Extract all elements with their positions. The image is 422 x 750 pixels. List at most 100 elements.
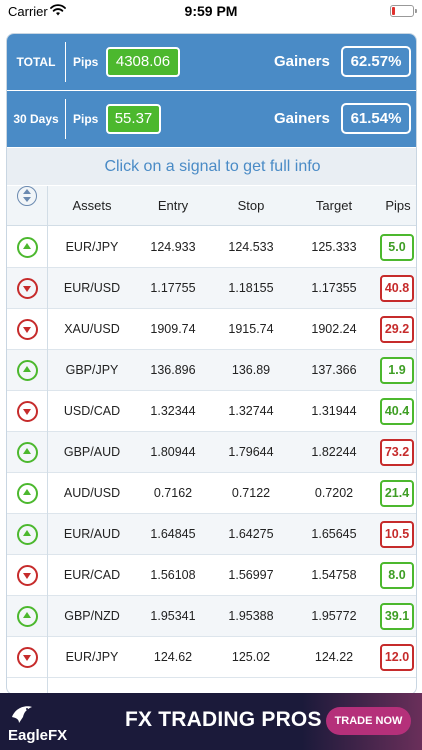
header-assets: Assets — [72, 198, 112, 213]
stop-cell: 1.18155 — [228, 281, 274, 295]
divider — [65, 99, 66, 139]
asset-cell: EUR/CAD — [63, 568, 121, 582]
stop-cell: 1.79644 — [228, 445, 274, 459]
target-cell: 1.82244 — [311, 445, 357, 459]
gainers-label: Gainers — [274, 110, 330, 127]
stop-cell: 1915.74 — [228, 322, 274, 336]
entry-cell: 1909.74 — [150, 322, 196, 336]
asset-cell: AUD/USD — [63, 486, 121, 500]
pips-badge: 8.0 — [380, 562, 414, 589]
arrow-up-circle-icon — [17, 237, 38, 258]
stop-cell: 1.64275 — [228, 527, 274, 541]
wifi-icon — [50, 4, 66, 16]
total-gainers-value: 62.57% — [341, 46, 411, 77]
divider — [65, 42, 66, 82]
target-cell: 1.31944 — [311, 404, 357, 418]
signal-row[interactable]: GBP/JPY 136.896 136.89 137.366 1.9 — [7, 350, 416, 391]
ad-title: FX TRADING PROS — [125, 708, 322, 731]
ad-banner[interactable]: EagleFX FX TRADING PROS TRADE NOW — [0, 693, 422, 750]
entry-cell: 1.56108 — [150, 568, 196, 582]
signal-row[interactable]: AUD/USD 0.7162 0.7122 0.7202 21.4 — [7, 473, 416, 514]
column-divider — [47, 186, 48, 694]
arrow-up-circle-icon — [17, 483, 38, 504]
pips-label: Pips — [73, 55, 99, 69]
asset-cell: USD/CAD — [63, 404, 121, 418]
pips-badge: 40.8 — [380, 275, 414, 302]
target-cell: 1.95772 — [311, 609, 357, 623]
stop-cell: 136.89 — [231, 363, 271, 377]
summary-30days-label: 30 Days — [13, 112, 59, 126]
target-cell: 125.333 — [311, 240, 357, 254]
entry-cell: 1.32344 — [150, 404, 196, 418]
pips-badge: 40.4 — [380, 398, 414, 425]
target-cell: 1.54758 — [311, 568, 357, 582]
signal-row[interactable]: GBP/NZD 1.95341 1.95388 1.95772 39.1 — [7, 596, 416, 637]
target-cell: 1.17355 — [311, 281, 357, 295]
pips-badge: 12.0 — [380, 644, 414, 671]
asset-cell: GBP/NZD — [64, 609, 120, 623]
target-cell: 1902.24 — [311, 322, 357, 336]
pips-badge: 1.9 — [380, 357, 414, 384]
sort-icon[interactable] — [17, 186, 37, 206]
signal-row[interactable]: XAU/USD 1909.74 1915.74 1902.24 29.2 — [7, 309, 416, 350]
pips-badge: 29.2 — [380, 316, 414, 343]
carrier-label: Carrier — [8, 4, 48, 19]
pips-badge: 5.0 — [380, 234, 414, 261]
status-bar: Carrier 9:59 PM — [0, 0, 422, 24]
target-cell: 137.366 — [311, 363, 357, 377]
clock: 9:59 PM — [184, 3, 238, 19]
entry-cell: 1.17755 — [150, 281, 196, 295]
summary-30days-row: 30 Days Pips 55.37 Gainers 61.54% — [7, 91, 416, 147]
gainers-label: Gainers — [274, 53, 330, 70]
pips-badge: 21.4 — [380, 480, 414, 507]
arrow-down-circle-icon — [17, 647, 38, 668]
target-cell: 1.65645 — [311, 527, 357, 541]
arrow-down-circle-icon — [17, 401, 38, 422]
30days-pips-value: 55.37 — [106, 104, 161, 134]
asset-cell: EUR/JPY — [65, 650, 119, 664]
asset-cell: GBP/AUD — [63, 445, 121, 459]
stop-cell: 125.02 — [231, 650, 271, 664]
asset-cell: EUR/USD — [63, 281, 121, 295]
header-entry: Entry — [157, 198, 189, 213]
arrow-down-circle-icon — [17, 565, 38, 586]
signal-row[interactable]: EUR/USD 1.17755 1.18155 1.17355 40.8 — [7, 268, 416, 309]
entry-cell: 124.933 — [150, 240, 196, 254]
signals-panel: TOTAL Pips 4308.06 Gainers 62.57% 30 Day… — [6, 33, 417, 695]
arrow-up-circle-icon — [17, 442, 38, 463]
stop-cell: 124.533 — [228, 240, 274, 254]
signal-row[interactable]: EUR/CAD 1.56108 1.56997 1.54758 8.0 — [7, 555, 416, 596]
arrow-down-circle-icon — [17, 319, 38, 340]
header-target: Target — [315, 198, 353, 213]
total-pips-value: 4308.06 — [106, 47, 180, 77]
signal-row[interactable]: USD/CAD 1.32344 1.32744 1.31944 40.4 — [7, 391, 416, 432]
asset-cell: EUR/JPY — [65, 240, 119, 254]
entry-cell: 124.62 — [153, 650, 193, 664]
trade-now-button[interactable]: TRADE NOW — [326, 707, 411, 735]
entry-cell: 1.64845 — [150, 527, 196, 541]
stop-cell: 1.95388 — [228, 609, 274, 623]
ad-brand: EagleFX — [8, 727, 68, 744]
stop-cell: 1.32744 — [228, 404, 274, 418]
stop-cell: 1.56997 — [228, 568, 274, 582]
signal-row[interactable]: EUR/AUD 1.64845 1.64275 1.65645 10.5 — [7, 514, 416, 555]
eagle-logo-icon — [12, 706, 32, 723]
signal-hint: Click on a signal to get full info — [7, 148, 416, 185]
signal-row[interactable]: GBP/AUD 1.80944 1.79644 1.82244 73.2 — [7, 432, 416, 473]
30days-gainers-value: 61.54% — [341, 103, 411, 134]
asset-cell: EUR/AUD — [63, 527, 121, 541]
entry-cell: 0.7162 — [153, 486, 193, 500]
summary-total-label: TOTAL — [16, 55, 56, 69]
entry-cell: 1.80944 — [150, 445, 196, 459]
arrow-down-circle-icon — [17, 278, 38, 299]
pips-badge: 39.1 — [380, 603, 414, 630]
signal-row[interactable]: EUR/JPY 124.62 125.02 124.22 12.0 — [7, 637, 416, 678]
stop-cell: 0.7122 — [231, 486, 271, 500]
battery-icon — [390, 5, 417, 17]
entry-cell: 1.95341 — [150, 609, 196, 623]
table-header: Assets Entry Stop Target Pips — [7, 186, 416, 226]
pips-badge: 73.2 — [380, 439, 414, 466]
signal-row[interactable]: EUR/JPY 124.933 124.533 125.333 5.0 — [7, 227, 416, 268]
asset-cell: GBP/JPY — [65, 363, 119, 377]
